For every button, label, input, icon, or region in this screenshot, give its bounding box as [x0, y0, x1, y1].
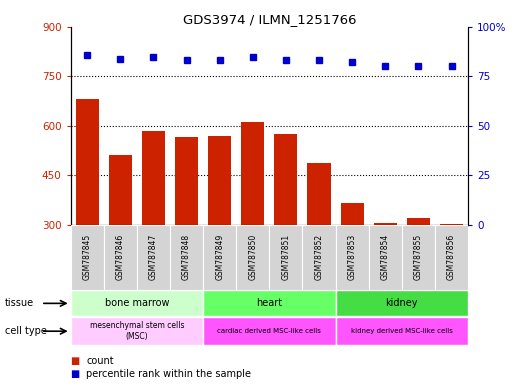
Bar — [440, 223, 463, 225]
Text: tissue: tissue — [5, 298, 35, 308]
Bar — [336, 290, 468, 316]
Text: GSM787845: GSM787845 — [83, 234, 92, 280]
Text: GSM787850: GSM787850 — [248, 234, 257, 280]
Bar — [208, 136, 231, 225]
Bar — [203, 290, 336, 316]
Bar — [236, 225, 269, 290]
Text: GSM787856: GSM787856 — [447, 234, 456, 280]
Bar — [340, 203, 364, 225]
Text: GSM787854: GSM787854 — [381, 234, 390, 280]
Bar — [402, 225, 435, 290]
Bar — [71, 290, 203, 316]
Text: GSM787851: GSM787851 — [281, 234, 290, 280]
Bar — [336, 225, 369, 290]
Bar — [203, 317, 336, 345]
Bar — [308, 163, 331, 225]
Bar — [336, 317, 468, 345]
Text: GSM787855: GSM787855 — [414, 234, 423, 280]
Text: bone marrow: bone marrow — [105, 298, 169, 308]
Text: GSM787847: GSM787847 — [149, 234, 158, 280]
Bar — [142, 131, 165, 225]
Text: count: count — [86, 356, 114, 366]
Bar — [104, 225, 137, 290]
Text: percentile rank within the sample: percentile rank within the sample — [86, 369, 251, 379]
Text: GSM787853: GSM787853 — [348, 234, 357, 280]
Bar — [302, 225, 336, 290]
Text: ■: ■ — [71, 369, 80, 379]
Bar — [175, 137, 198, 225]
Bar — [203, 225, 236, 290]
Bar — [407, 218, 430, 225]
Bar — [369, 225, 402, 290]
Bar — [373, 223, 397, 225]
Bar — [109, 156, 132, 225]
Text: cell type: cell type — [5, 326, 47, 336]
Text: cardiac derived MSC-like cells: cardiac derived MSC-like cells — [218, 328, 321, 334]
Text: GSM787852: GSM787852 — [314, 234, 324, 280]
Bar — [269, 225, 302, 290]
Bar — [170, 225, 203, 290]
Text: kidney: kidney — [385, 298, 418, 308]
Text: GSM787848: GSM787848 — [182, 234, 191, 280]
Text: heart: heart — [256, 298, 282, 308]
Text: GSM787849: GSM787849 — [215, 234, 224, 280]
Bar — [275, 134, 298, 225]
Bar — [71, 317, 203, 345]
Text: mesenchymal stem cells
(MSC): mesenchymal stem cells (MSC) — [89, 321, 184, 341]
Bar — [241, 122, 265, 225]
Bar — [71, 225, 104, 290]
Bar — [76, 99, 99, 225]
Bar — [435, 225, 468, 290]
Title: GDS3974 / ILMN_1251766: GDS3974 / ILMN_1251766 — [183, 13, 356, 26]
Text: ■: ■ — [71, 356, 80, 366]
Text: GSM787846: GSM787846 — [116, 234, 125, 280]
Text: kidney derived MSC-like cells: kidney derived MSC-like cells — [351, 328, 453, 334]
Bar — [137, 225, 170, 290]
